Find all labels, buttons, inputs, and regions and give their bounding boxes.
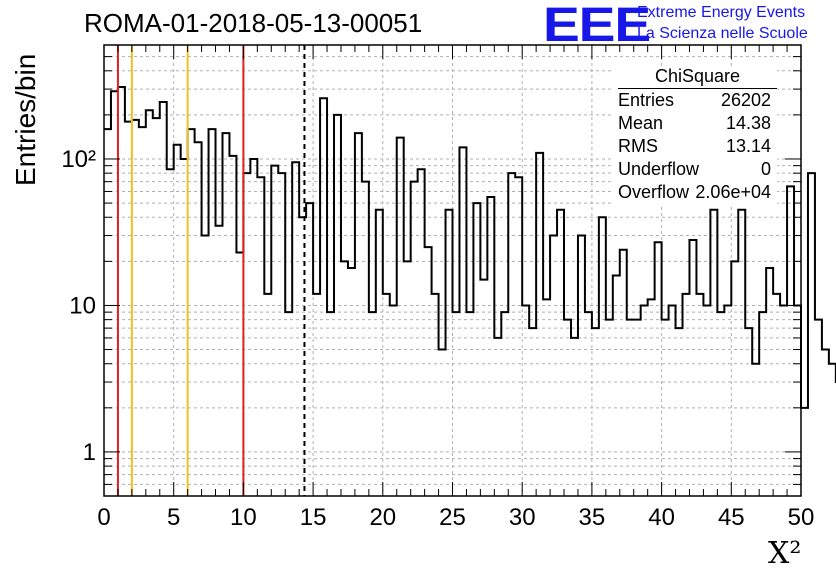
stats-value: 2.06e+04 [695,182,771,202]
marker-lines-layer [116,45,306,496]
x-tick-label: 50 [788,504,815,531]
stats-value: 26202 [720,90,771,110]
plot-title: ROMA-01-2018-05-13-00051 [84,8,423,38]
logo-line-1: Extreme Energy Events [637,4,806,21]
stats-value: 13.14 [725,136,771,156]
stats-value: 14.38 [725,113,771,133]
stats-row-rms: RMS 13.14 [612,135,777,158]
histogram-line [104,86,836,409]
stats-label: Overflow [618,182,690,202]
stats-label: RMS [618,136,658,156]
x-tick-label: 25 [439,504,466,531]
eee-logo: EEE [543,0,651,52]
stats-title: ChiSquare [618,66,777,89]
x-tick-label: 0 [97,504,110,531]
axes-layer: 0 5 10 15 20 25 30 35 40 45 50 1 10 10² [61,44,815,531]
y-tick-label: 10² [61,146,96,173]
logo-line-2: La Scienza nelle Scuole [637,25,808,42]
stats-row-overflow: Overflow 2.06e+04 [612,181,777,204]
x-tick-label: 10 [230,504,257,531]
x-tick-label: 40 [648,504,675,531]
y-axis-label: Entries/bin [10,53,41,186]
stats-box: ChiSquare Entries 26202 Mean 14.38 RMS 1… [612,66,777,204]
stats-label: Underflow [618,159,700,179]
x-axis-label: X² [768,536,802,571]
y-tick-label: 1 [83,439,96,466]
stats-row-underflow: Underflow 0 [612,158,777,181]
histogram-layer [104,86,836,409]
x-tick-label: 5 [167,504,180,531]
stats-label: Entries [618,90,675,110]
stats-value: 0 [760,159,771,179]
x-tick-label: 15 [300,504,327,531]
x-tick-label: 20 [369,504,396,531]
stats-label: Mean [618,113,664,133]
x-tick-label: 30 [509,504,536,531]
stats-row-mean: Mean 14.38 [612,112,777,135]
x-tick-label: 35 [579,504,606,531]
stats-row-entries: Entries 26202 [612,89,777,112]
x-tick-label: 45 [718,504,745,531]
y-tick-label: 10 [69,292,96,319]
